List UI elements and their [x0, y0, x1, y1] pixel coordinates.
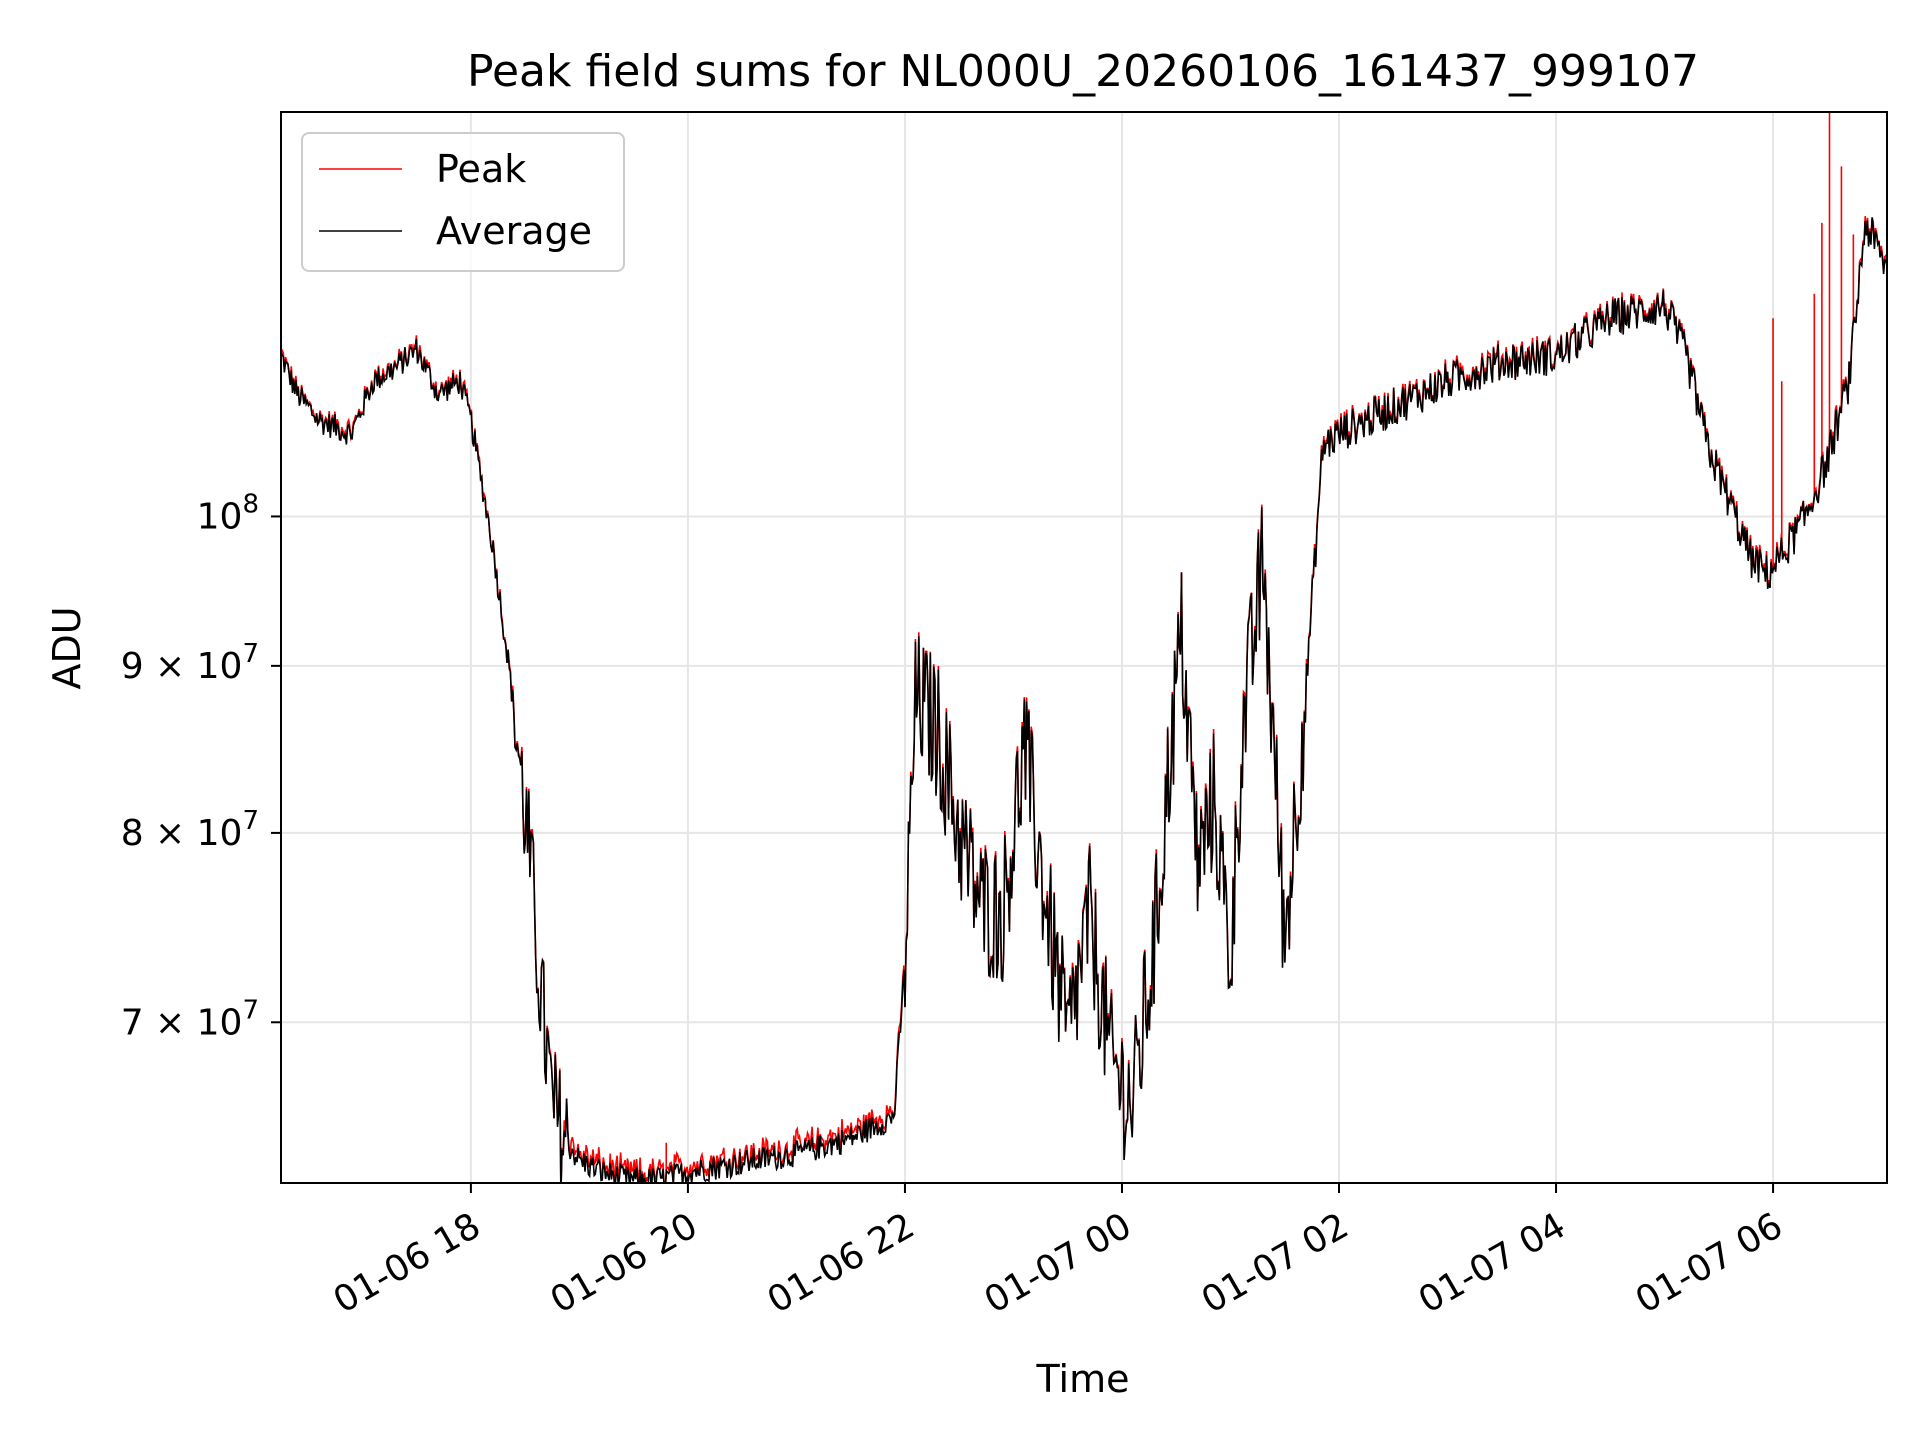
y-axis: 7 × 107 8 × 107 9 × 107 108 — [121, 489, 281, 1043]
x-axis-label: Time — [1036, 1357, 1130, 1401]
plot-series — [281, 112, 1887, 1183]
y-tick-label: 8 × 107 — [121, 806, 259, 854]
legend-peak-label: Peak — [436, 147, 526, 191]
y-tick-label: 108 — [197, 489, 259, 537]
plot-frame — [280, 111, 1888, 1184]
chart-title: Peak field sums for NL000U_20260106_1614… — [467, 46, 1699, 97]
y-axis-label: ADU — [45, 606, 89, 689]
y-tick-label: 7 × 107 — [121, 995, 259, 1043]
legend: Peak Average — [301, 132, 625, 272]
legend-average-label: Average — [436, 209, 592, 253]
legend-box — [301, 132, 625, 272]
y-tick-label: 9 × 107 — [121, 639, 259, 687]
average-series-line — [281, 217, 1887, 1183]
grid-lines — [281, 112, 1887, 1183]
